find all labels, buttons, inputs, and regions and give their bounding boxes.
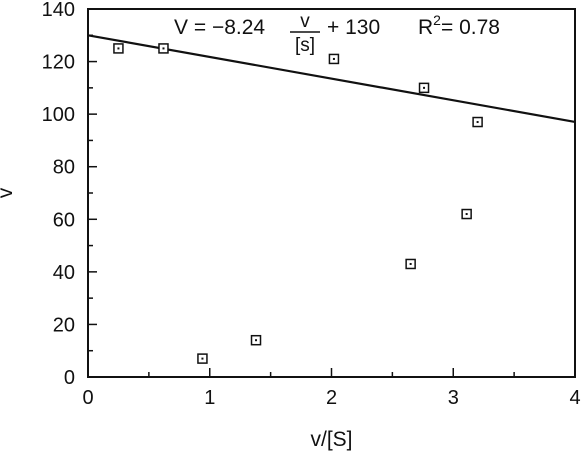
y-tick-label: 0	[64, 367, 75, 389]
data-point	[197, 353, 208, 364]
r-squared-value: = 0.78	[441, 16, 500, 39]
data-point	[158, 43, 169, 54]
x-tick-label: 1	[204, 387, 215, 409]
r-squared: R2= 0.78	[418, 12, 500, 39]
data-point	[328, 53, 340, 65]
r-squared-superscript: 2	[433, 12, 441, 28]
data-point	[461, 208, 472, 220]
equation-fraction-numerator: v	[300, 11, 310, 32]
y-axis-label: v	[0, 187, 17, 198]
data-point	[113, 43, 124, 54]
y-tick-label: 80	[53, 157, 75, 179]
x-axis-label: v/[S]	[310, 428, 352, 451]
data-point	[418, 82, 430, 94]
data-points	[113, 43, 483, 364]
x-tick-labels: 0 1 2 3 4	[82, 387, 580, 409]
equation-rhs: + 130	[327, 16, 380, 39]
x-tick-label: 3	[448, 387, 459, 409]
y-tick-labels: 0 20 40 60 80 100 120 140	[42, 0, 75, 389]
equation-lhs: V = −8.24	[174, 16, 265, 39]
data-point	[472, 116, 483, 128]
data-point	[250, 334, 262, 346]
plot-frame	[87, 8, 576, 378]
tick-marks	[87, 8, 576, 378]
y-tick-label: 100	[42, 104, 75, 126]
x-tick-label: 4	[569, 387, 580, 409]
y-tick-label: 40	[53, 262, 75, 284]
y-tick-label: 20	[53, 314, 75, 336]
fit-line-group	[87, 34, 576, 124]
y-tick-label: 140	[42, 0, 75, 21]
x-tick-label: 0	[82, 387, 93, 409]
fit-equation: V = −8.24 v [s] + 130 R2= 0.78	[174, 11, 500, 56]
y-tick-label: 60	[53, 209, 75, 231]
data-point	[405, 258, 416, 270]
equation-fraction-denominator: [s]	[295, 35, 315, 56]
x-tick-label: 2	[326, 387, 337, 409]
y-tick-label: 120	[42, 52, 75, 74]
r-squared-label: R	[418, 16, 433, 39]
fit-line	[87, 34, 576, 124]
